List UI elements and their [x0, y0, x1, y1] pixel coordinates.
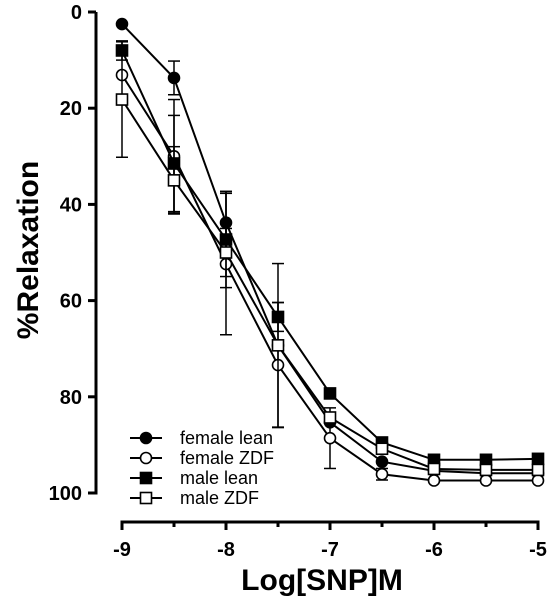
data-point: [323, 431, 337, 445]
data-point: [479, 474, 493, 487]
legend-marker: [139, 451, 153, 465]
data-point: [219, 246, 233, 259]
data-point: [479, 463, 493, 477]
y-tick-label: 80: [60, 387, 82, 409]
data-point: [375, 455, 389, 469]
x-tick-label: -5: [529, 539, 547, 561]
data-point: [375, 442, 389, 456]
data-point: [323, 387, 337, 400]
y-tick-label: 100: [49, 483, 82, 505]
data-point: [427, 462, 441, 476]
x-axis-title: Log[SNP]M: [241, 564, 403, 597]
legend-item: male ZDF: [130, 488, 259, 508]
y-tick-label: 40: [60, 194, 82, 216]
data-point: [375, 467, 389, 481]
y-tick-label: 20: [60, 98, 82, 120]
legend-marker: [139, 491, 153, 505]
legend-item: male lean: [130, 468, 258, 488]
y-axis-title: %Relaxation: [12, 161, 45, 339]
x-tick-label: -8: [217, 539, 235, 561]
data-point: [531, 474, 545, 487]
legend-label: male ZDF: [180, 488, 259, 508]
x-tick-label: -7: [321, 539, 339, 561]
legend-marker: [139, 431, 153, 445]
data-point: [531, 452, 545, 466]
legend-label: female lean: [180, 428, 273, 448]
x-tick-label: -6: [425, 539, 443, 561]
data-point: [271, 339, 285, 352]
data-point: [531, 463, 545, 477]
data-point: [115, 17, 129, 31]
data-point: [427, 474, 441, 487]
series-male-zdf: [115, 41, 545, 477]
series-layer: [115, 17, 545, 487]
data-point: [323, 411, 337, 424]
legend-label: female ZDF: [180, 448, 274, 468]
x-tick-label: -9: [113, 539, 131, 561]
axes: 0 20 40 60 80 100 -9 -8 -7 -6 -5: [49, 2, 547, 561]
data-point: [115, 93, 129, 106]
data-point: [167, 174, 181, 187]
y-tick-label: 60: [60, 291, 82, 313]
legend-label: male lean: [180, 468, 258, 488]
legend-item: female ZDF: [130, 448, 274, 468]
legend-marker: [139, 471, 153, 485]
series-male-lean: [115, 40, 545, 467]
y-tick-label: 0: [71, 2, 82, 24]
series-line: [121, 23, 538, 475]
legend-item: female lean: [130, 428, 273, 448]
data-point: [167, 71, 181, 85]
